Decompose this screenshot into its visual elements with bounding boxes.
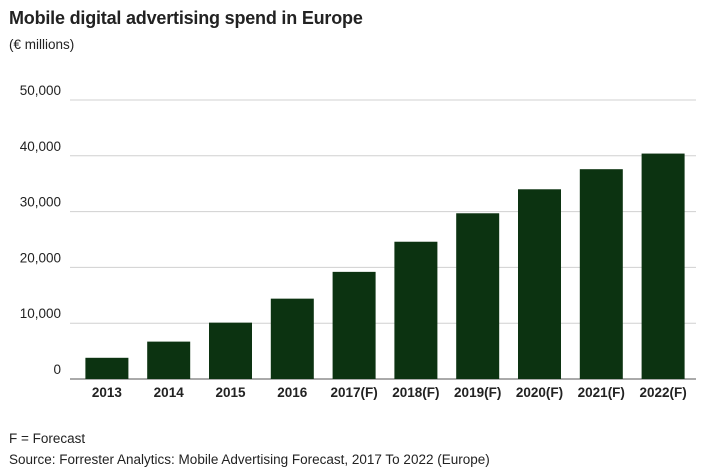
y-tick-label: 20,000: [20, 250, 61, 265]
bar-2013: [85, 357, 129, 379]
y-tick-label: 40,000: [20, 139, 61, 154]
forecast-note: F = Forecast: [9, 431, 86, 446]
x-tick-label: 2020(F): [516, 385, 563, 400]
chart-title: Mobile digital advertising spend in Euro…: [9, 8, 363, 28]
x-tick-label: 2018(F): [392, 385, 439, 400]
bar-2017(F): [332, 271, 376, 379]
x-tick-label: 2014: [154, 385, 185, 400]
chart-subtitle: (€ millions): [9, 37, 75, 52]
bar-2018(F): [394, 241, 438, 379]
bars: [85, 153, 685, 379]
bar-2022(F): [641, 153, 685, 379]
bar-2014: [147, 341, 191, 379]
y-axis-labels: 0 10,000 20,000 30,000 40,000 50,000: [20, 83, 61, 377]
bar-2019(F): [456, 213, 500, 379]
bar-2021(F): [579, 169, 623, 379]
bar-2020(F): [518, 189, 561, 379]
bar-2015: [209, 322, 252, 379]
y-tick-label: 0: [53, 362, 61, 377]
y-tick-label: 10,000: [20, 306, 61, 321]
bar-2016: [270, 298, 314, 379]
x-tick-label: 2013: [92, 385, 123, 400]
x-axis-labels: 2013 2014 2015 2016 2017(F) 2018(F) 2019(F) 202…: [92, 385, 687, 400]
x-tick-label: 2015: [215, 385, 246, 400]
y-tick-label: 30,000: [20, 195, 61, 210]
x-tick-label: 2022(F): [639, 385, 686, 400]
x-tick-label: 2019(F): [454, 385, 501, 400]
y-tick-label: 50,000: [20, 83, 61, 98]
x-tick-label: 2017(F): [330, 385, 377, 400]
source-note: Source: Forrester Analytics: Mobile Adve…: [9, 452, 490, 467]
x-tick-label: 2021(F): [578, 385, 625, 400]
x-tick-label: 2016: [277, 385, 308, 400]
